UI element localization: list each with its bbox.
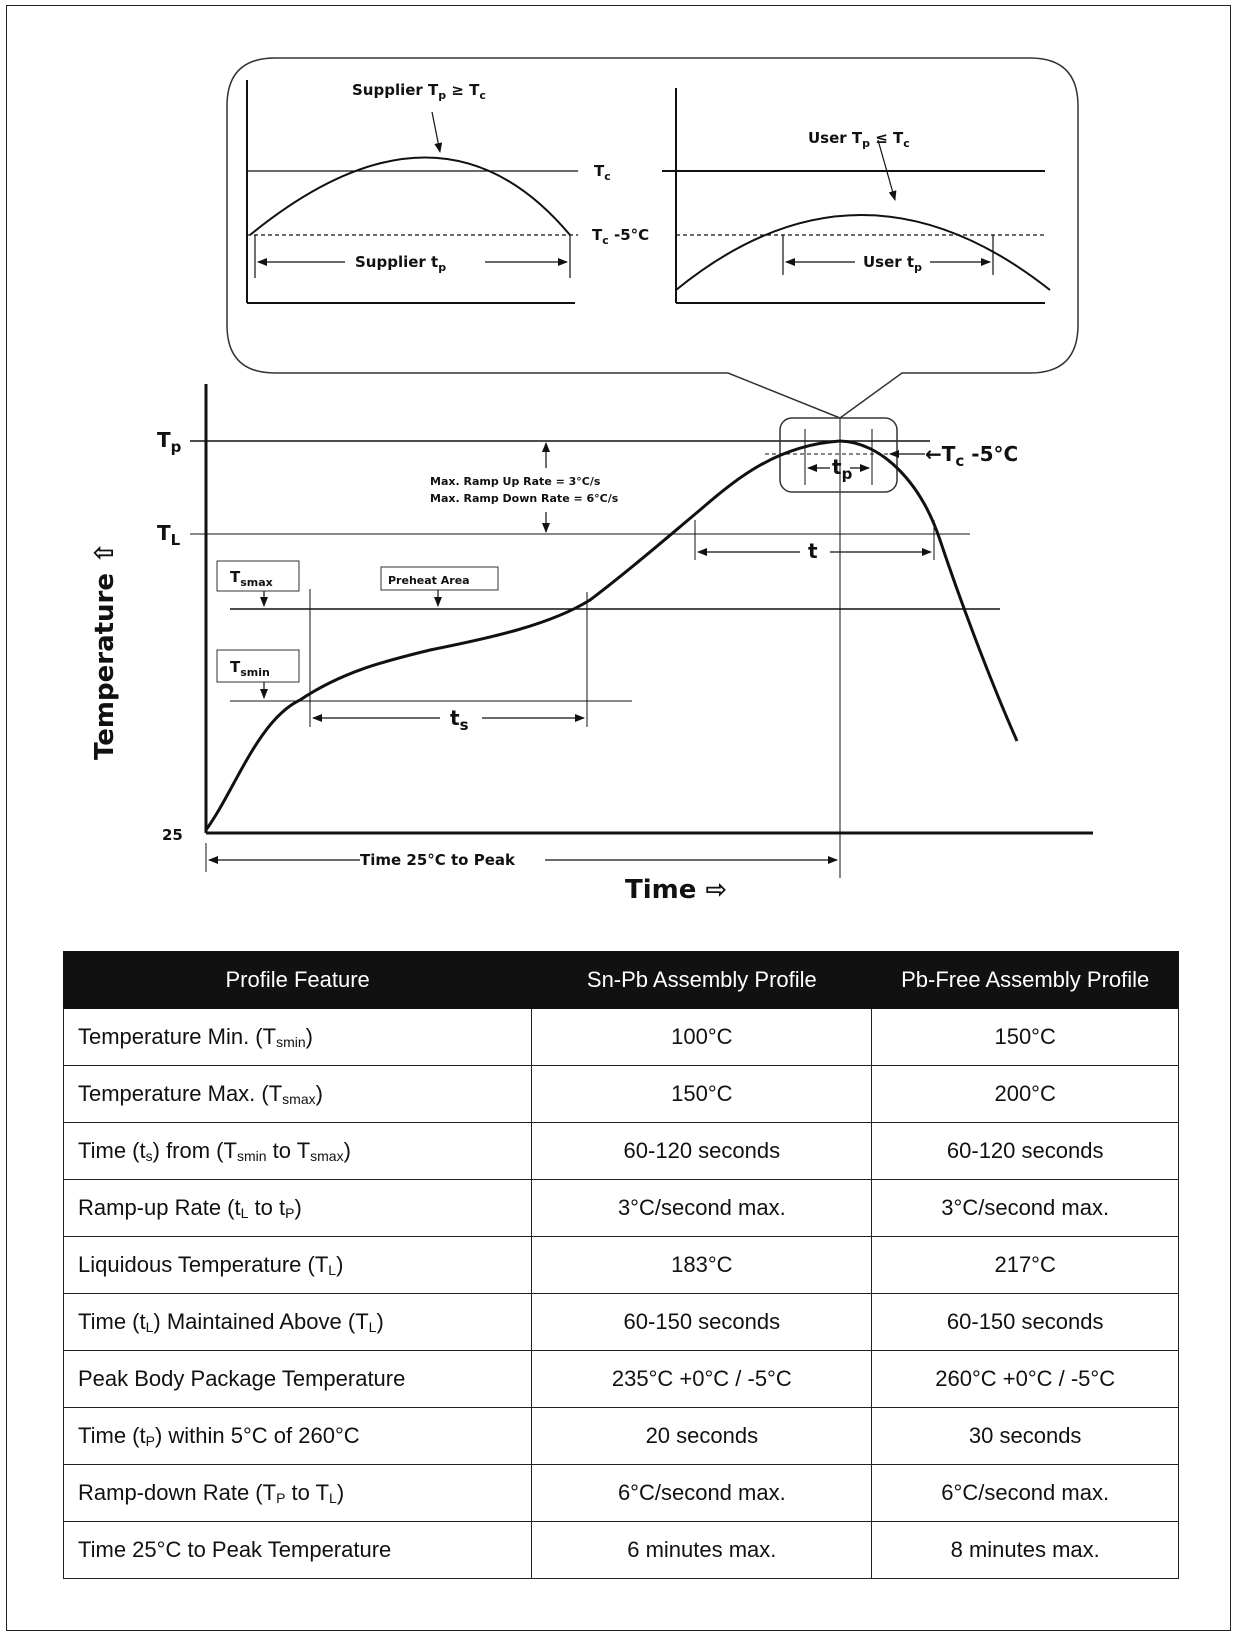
x-axis-label: Time ⇨ xyxy=(625,875,727,900)
table-row: Time 25°C to Peak Temperature 6 minutes m… xyxy=(62,1521,1179,1579)
snpb-value-cell: 183°C xyxy=(531,1236,873,1294)
pbfree-value-cell: 8 minutes max. xyxy=(871,1521,1179,1579)
user-tp-label: User Tp ≤ Tc xyxy=(808,129,910,150)
profile-feature-cell: Time 25°C to Peak Temperature xyxy=(62,1521,533,1579)
header-pbfree: Pb-Free Assembly Profile xyxy=(871,951,1179,1009)
pbfree-value-cell: 200°C xyxy=(871,1065,1179,1123)
header-snpb: Sn-Pb Assembly Profile xyxy=(531,951,873,1009)
inset-supplier xyxy=(246,80,578,304)
ramp-down-text: Max. Ramp Down Rate = 6°C/s xyxy=(430,492,619,505)
snpb-value-cell: 20 seconds xyxy=(531,1407,873,1465)
reflow-profile-table: Profile Feature Sn-Pb Assembly Profile P… xyxy=(62,951,1179,1579)
tp-span-label: tp xyxy=(832,455,853,483)
table-row: Ramp-down Rate (TP to TL) 6°C/second max.… xyxy=(62,1464,1179,1522)
profile-feature-cell: Ramp-up Rate (tL to tP) xyxy=(62,1179,533,1237)
pbfree-value-cell: 60-150 seconds xyxy=(871,1293,1179,1351)
table-row: Temperature Min. (Tsmin) 100°C 150°C xyxy=(62,1008,1179,1066)
table-row: Liquidous Temperature (TL) 183°C 217°C xyxy=(62,1236,1179,1294)
tsmin-box xyxy=(216,649,300,683)
profile-feature-cell: Time (tL) Maintained Above (TL) xyxy=(62,1293,533,1351)
snpb-value-cell: 150°C xyxy=(531,1065,873,1123)
tc-5c-label: ←Tc -5°C xyxy=(925,442,1018,470)
tsmin-label: Tsmin xyxy=(230,658,270,679)
profile-feature-cell: Time (tP) within 5°C of 260°C xyxy=(62,1407,533,1465)
preheat-box xyxy=(380,566,499,591)
profile-feature-cell: Temperature Min. (Tsmin) xyxy=(62,1008,533,1066)
pbfree-value-cell: 60-120 seconds xyxy=(871,1122,1179,1180)
table-header-row: Profile Feature Sn-Pb Assembly Profile P… xyxy=(62,951,1179,1009)
profile-feature-cell: Time (ts) from (Tsmin to Tsmax) xyxy=(62,1122,533,1180)
inset-tc-label: Tc xyxy=(594,162,611,183)
profile-feature-cell: Ramp-down Rate (TP to TL) xyxy=(62,1464,533,1522)
snpb-value-cell: 60-150 seconds xyxy=(531,1293,873,1351)
profile-feature-cell: Peak Body Package Temperature xyxy=(62,1350,533,1408)
table-row: Ramp-up Rate (tL to tP) 3°C/second max. 3°… xyxy=(62,1179,1179,1237)
pbfree-value-cell: 30 seconds xyxy=(871,1407,1179,1465)
reflow-curve xyxy=(204,439,1019,831)
ts-span-label: ts xyxy=(450,706,469,734)
pbfree-value-cell: 3°C/second max. xyxy=(871,1179,1179,1237)
preheat-label: Preheat Area xyxy=(388,574,470,587)
profile-feature-cell: Liquidous Temperature (TL) xyxy=(62,1236,533,1294)
snpb-value-cell: 60-120 seconds xyxy=(531,1122,873,1180)
time-to-peak-label: Time 25°C to Peak xyxy=(360,851,516,869)
table-row: Peak Body Package Temperature 235°C +0°C … xyxy=(62,1350,1179,1408)
origin-label: 25 xyxy=(162,826,183,844)
profile-feature-cell: Temperature Max. (Tsmax) xyxy=(62,1065,533,1123)
user-tp-span-label: User tp xyxy=(863,253,922,274)
tp-label: Tp xyxy=(157,428,182,456)
pbfree-value-cell: 260°C +0°C / -5°C xyxy=(871,1350,1179,1408)
table-row: Time (tL) Maintained Above (TL) 60-150 se… xyxy=(62,1293,1179,1351)
pbfree-value-cell: 217°C xyxy=(871,1236,1179,1294)
page-frame xyxy=(6,5,1231,1631)
table-row: Temperature Max. (Tsmax) 150°C 200°C xyxy=(62,1065,1179,1123)
header-profile-feature: Profile Feature xyxy=(62,951,533,1009)
tl-label: TL xyxy=(157,521,181,549)
snpb-value-cell: 235°C +0°C / -5°C xyxy=(531,1350,873,1408)
inset-user xyxy=(662,88,1051,304)
snpb-value-cell: 3°C/second max. xyxy=(531,1179,873,1237)
t-span-label: t xyxy=(808,539,818,563)
supplier-tp-label: Supplier Tp ≥ Tc xyxy=(352,81,486,102)
snpb-value-cell: 6 minutes max. xyxy=(531,1521,873,1579)
pbfree-value-cell: 150°C xyxy=(871,1008,1179,1066)
y-axis-label: Temperature ⇧ xyxy=(90,542,120,760)
supplier-tp-span-label: Supplier tp xyxy=(355,253,446,274)
callout-bubble xyxy=(226,57,1079,419)
snpb-value-cell: 6°C/second max. xyxy=(531,1464,873,1522)
tsmax-box xyxy=(216,560,300,592)
snpb-value-cell: 100°C xyxy=(531,1008,873,1066)
table-body: Temperature Min. (Tsmin) 100°C 150°C Temper… xyxy=(62,1008,1179,1579)
table-row: Time (tP) within 5°C of 260°C 20 seconds 3… xyxy=(62,1407,1179,1465)
table-row: Time (ts) from (Tsmin to Tsmax) 60-120 se… xyxy=(62,1122,1179,1180)
reflow-profile-diagram: Supplier Tp ≥ Tc Supplier tp Tc Tc -5°C … xyxy=(90,57,1093,900)
pbfree-value-cell: 6°C/second max. xyxy=(871,1464,1179,1522)
tsmax-label: Tsmax xyxy=(230,568,273,589)
ramp-up-text: Max. Ramp Up Rate = 3°C/s xyxy=(430,475,601,488)
inset-tc-5c-label: Tc -5°C xyxy=(592,226,649,247)
